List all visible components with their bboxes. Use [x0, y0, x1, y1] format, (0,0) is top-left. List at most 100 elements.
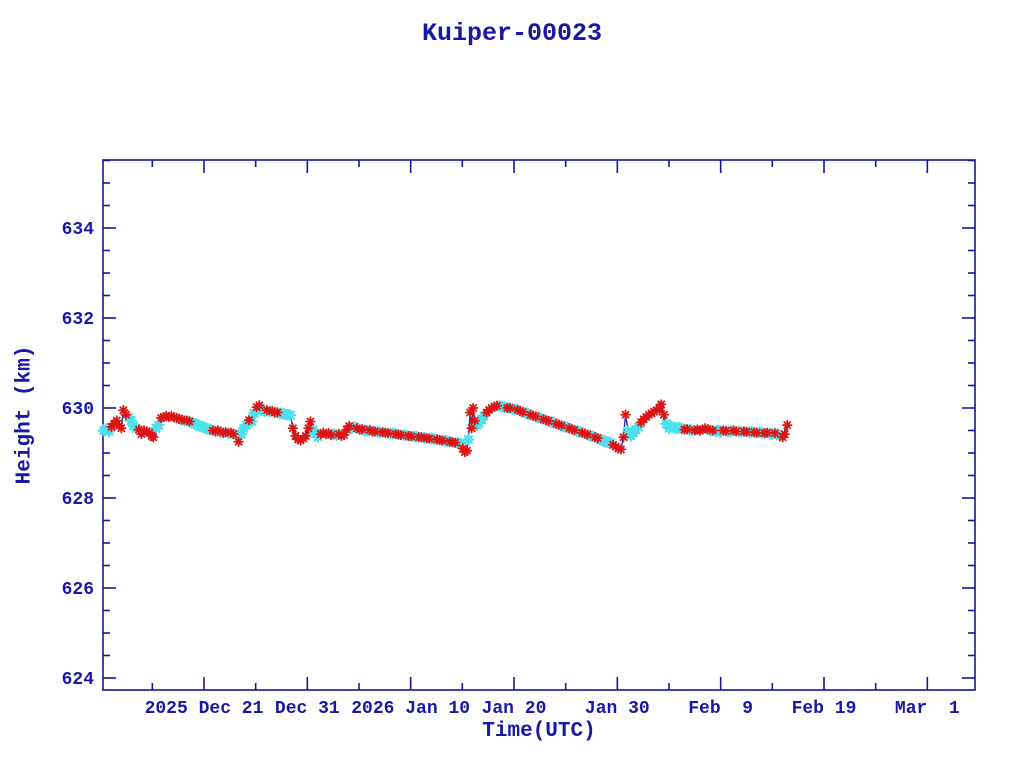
data-marker-red: [173, 413, 185, 424]
data-marker-red: [464, 407, 476, 418]
data-marker-red: [320, 428, 332, 440]
data-marker-red: [300, 430, 311, 442]
data-marker-red: [517, 406, 528, 418]
data-marker-red: [405, 431, 417, 442]
data-marker-red: [769, 427, 781, 439]
x-tick-label: Mar 1: [895, 699, 960, 719]
data-marker-red: [720, 425, 732, 437]
y-axis-title: Height (km): [13, 345, 37, 485]
data-marker-red: [615, 444, 627, 455]
data-marker-red: [694, 425, 706, 436]
data-marker-red: [212, 425, 224, 436]
data-marker-red: [210, 426, 221, 437]
data-marker-red: [395, 429, 407, 441]
x-tick-label: 2025 Dec 21: [145, 699, 264, 719]
data-marker-red: [243, 414, 255, 426]
x-tick-label: 2026 Jan 10: [351, 699, 470, 719]
data-marker-red: [538, 414, 549, 425]
data-marker-red: [504, 402, 516, 414]
data-marker-red: [287, 423, 299, 434]
data-marker-red: [681, 423, 693, 435]
data-marker-red: [730, 426, 742, 437]
y-tick-label: 630: [62, 400, 94, 420]
data-marker-red: [543, 415, 554, 427]
data-marker-cyan: [307, 423, 320, 436]
data-marker-red: [254, 400, 265, 411]
data-marker-red: [653, 402, 665, 414]
data-marker-red: [467, 402, 479, 414]
data-marker-red: [540, 414, 552, 426]
data-marker-cyan: [248, 407, 261, 420]
data-marker-cyan: [714, 425, 727, 438]
y-tick-label: 628: [62, 490, 94, 510]
data-marker-cyan: [152, 419, 165, 432]
data-marker-red: [491, 400, 503, 411]
x-tick-label: Feb 9: [688, 699, 753, 719]
data-marker-red: [233, 436, 244, 447]
data-marker-cyan: [632, 420, 645, 433]
data-marker-red: [382, 427, 394, 439]
data-marker-red: [469, 415, 480, 426]
data-marker-cyan: [660, 417, 673, 430]
data-marker-red: [741, 426, 752, 438]
y-tick-label: 624: [62, 670, 95, 690]
data-marker-red: [556, 420, 567, 431]
data-marker-cyan: [125, 414, 138, 427]
x-tick-label: Jan 30: [585, 699, 650, 719]
data-marker-cyan: [235, 428, 248, 441]
data-marker-red: [527, 410, 539, 421]
data-marker-red: [702, 423, 713, 435]
data-marker-cyan: [521, 407, 534, 420]
data-marker-red: [272, 407, 283, 418]
x-tick-label: Jan 20: [482, 699, 547, 719]
data-marker-red: [551, 418, 562, 429]
data-marker-red: [220, 427, 231, 438]
data-marker-red: [181, 415, 193, 426]
data-marker-red: [620, 409, 631, 420]
x-tick-label: Feb 19: [792, 699, 857, 719]
data-marker-red: [336, 430, 347, 442]
data-marker-red: [461, 445, 473, 456]
data-marker-red: [325, 429, 337, 441]
data-marker-red: [618, 432, 629, 443]
x-tick-label: Dec 31: [275, 699, 340, 719]
data-marker-red: [148, 432, 159, 443]
data-marker-red: [656, 399, 667, 410]
data-marker-red: [707, 425, 719, 436]
plot-frame: [102, 159, 976, 691]
data-marker-cyan: [284, 409, 297, 422]
data-marker-red: [338, 429, 350, 441]
x-axis-title: Time(UTC): [482, 720, 596, 743]
y-tick-label: 632: [62, 310, 94, 330]
data-marker-red: [133, 424, 145, 435]
data-marker-red: [525, 409, 536, 420]
data-marker-red: [369, 426, 381, 437]
data-marker-red: [782, 419, 793, 431]
data-marker-cyan: [454, 437, 467, 450]
data-marker-red: [658, 409, 670, 420]
data-marker-red: [305, 416, 316, 427]
data-marker-red: [436, 435, 448, 446]
data-marker-red: [118, 405, 129, 416]
data-marker-red: [514, 405, 526, 417]
data-marker-red: [176, 414, 187, 425]
data-marker-red: [449, 437, 461, 448]
data-marker-red: [761, 427, 773, 438]
data-marker-cyan: [102, 425, 115, 438]
data-marker-red: [228, 428, 239, 440]
data-marker-red: [261, 405, 273, 416]
data-marker-cyan: [498, 401, 511, 414]
data-marker-cyan: [240, 419, 253, 432]
data-marker-red: [343, 420, 355, 432]
data-marker-cyan: [622, 425, 635, 438]
data-marker-red: [116, 423, 127, 434]
data-marker-red: [530, 411, 541, 422]
data-marker-red: [120, 409, 132, 420]
chart-title: Kuiper-00023: [421, 19, 603, 48]
data-marker-red: [457, 443, 469, 454]
data-marker-red: [569, 424, 580, 436]
data-marker-cyan: [462, 433, 475, 446]
data-marker-red: [751, 427, 763, 438]
